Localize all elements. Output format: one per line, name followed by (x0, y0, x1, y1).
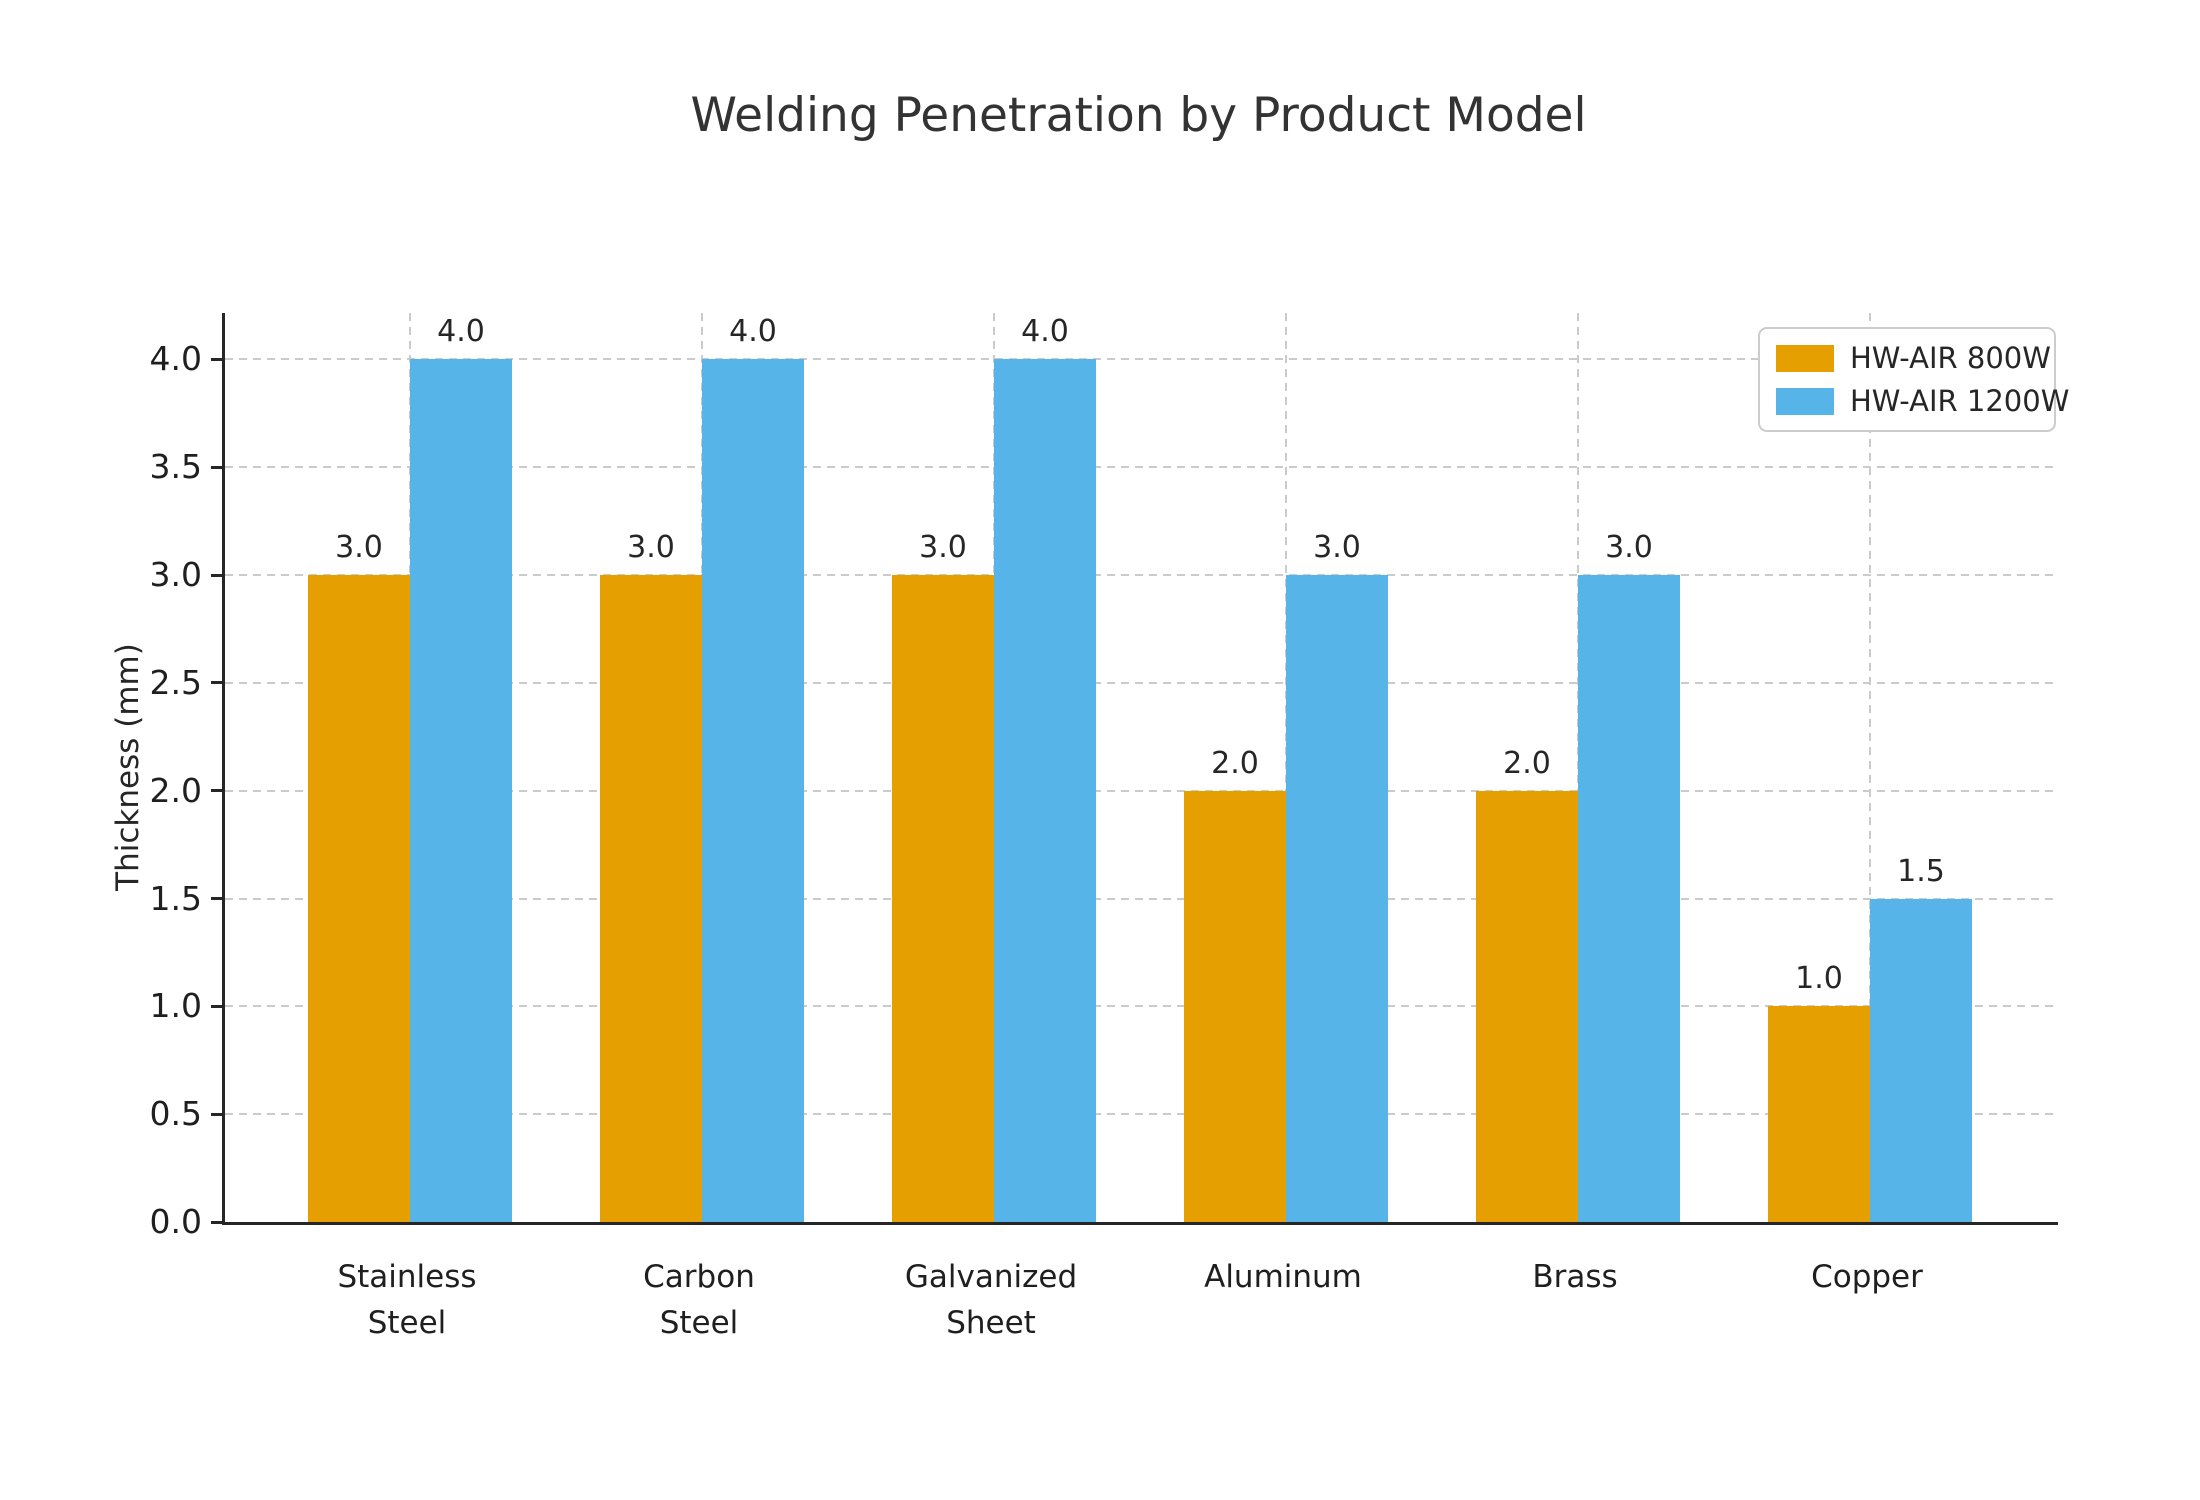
bar-value-label: 3.0 (919, 530, 967, 566)
x-tick-label: Aluminum (1204, 1259, 1362, 1295)
bar (1870, 898, 1972, 1222)
bar-value-label: 4.0 (1021, 314, 1069, 350)
chart-title: Welding Penetration by Product Model (690, 88, 1587, 143)
y-tick-label: 1.0 (149, 986, 202, 1026)
plot-area: 3.0 3.0 3.0 2.0 2.0 1.0 4.0 4.0 4.0 3.0 3.0 1.5 (222, 313, 2058, 1225)
legend-label: HW-AIR 1200W (1850, 384, 2070, 418)
bar-value-label: 3.0 (1605, 530, 1653, 566)
x-tick-label: Brass (1532, 1259, 1618, 1295)
gridline-horizontal (225, 681, 2058, 684)
x-tick-label: Stainless Steel (337, 1259, 477, 1341)
gridline-horizontal (225, 897, 2058, 900)
y-tick-mark (211, 465, 222, 469)
bar (600, 575, 702, 1222)
bar-value-label: 2.0 (1503, 745, 1551, 781)
gridline-horizontal (225, 358, 2058, 361)
bar (1476, 790, 1578, 1222)
bar (1768, 1006, 1870, 1222)
gridline-horizontal (225, 1005, 2058, 1008)
y-tick-label: 2.0 (149, 770, 202, 810)
legend-swatch (1776, 344, 1834, 372)
legend-swatch (1776, 387, 1834, 415)
bar-value-label: 4.0 (437, 314, 485, 350)
bar-value-label: 1.5 (1897, 853, 1945, 889)
y-tick-label: 2.5 (149, 662, 202, 702)
bar-value-label: 3.0 (1313, 530, 1361, 566)
y-tick-mark (211, 1112, 222, 1116)
bar-value-label: 3.0 (627, 530, 675, 566)
bar (410, 359, 512, 1222)
y-tick-mark (211, 1220, 222, 1224)
y-tick-mark (211, 573, 222, 577)
y-tick-mark (211, 357, 222, 361)
y-tick-mark (211, 1004, 222, 1008)
bar (702, 359, 804, 1222)
y-tick-label: 0.5 (149, 1094, 202, 1134)
x-tick-label: Copper (1811, 1259, 1923, 1295)
y-tick-label: 0.0 (149, 1202, 202, 1241)
bar (994, 359, 1096, 1222)
y-tick-label: 4.0 (149, 339, 202, 379)
y-tick-label: 3.5 (149, 447, 202, 487)
y-tick-label: 1.5 (149, 878, 202, 918)
bar (1578, 575, 1680, 1222)
legend: HW-AIR 800W HW-AIR 1200W (1758, 327, 2069, 432)
x-tick-label: Galvanized Sheet (904, 1259, 1078, 1341)
gridline-vertical (1869, 313, 1871, 1222)
bar (1286, 575, 1388, 1222)
gridline-horizontal (225, 789, 2058, 792)
y-tick-label: 3.0 (149, 555, 202, 595)
bar (308, 575, 410, 1222)
bar (1184, 790, 1286, 1222)
legend-label: HW-AIR 800W (1850, 341, 2051, 375)
gridline-horizontal (225, 466, 2058, 469)
gridline-horizontal (225, 574, 2058, 577)
y-tick-mark (211, 789, 222, 793)
legend-item: HW-AIR 800W (1776, 341, 2051, 375)
bar-value-label: 1.0 (1795, 961, 1843, 997)
gridline-horizontal (225, 1113, 2058, 1116)
bar-value-label: 2.0 (1211, 745, 1259, 781)
x-tick-label: Carbon Steel (643, 1259, 755, 1341)
bar-value-label: 4.0 (729, 314, 777, 350)
bar (892, 575, 994, 1222)
y-tick-mark (211, 897, 222, 900)
legend-item: HW-AIR 1200W (1776, 384, 2069, 418)
y-tick-mark (211, 681, 222, 685)
bar-value-label: 3.0 (335, 530, 383, 566)
